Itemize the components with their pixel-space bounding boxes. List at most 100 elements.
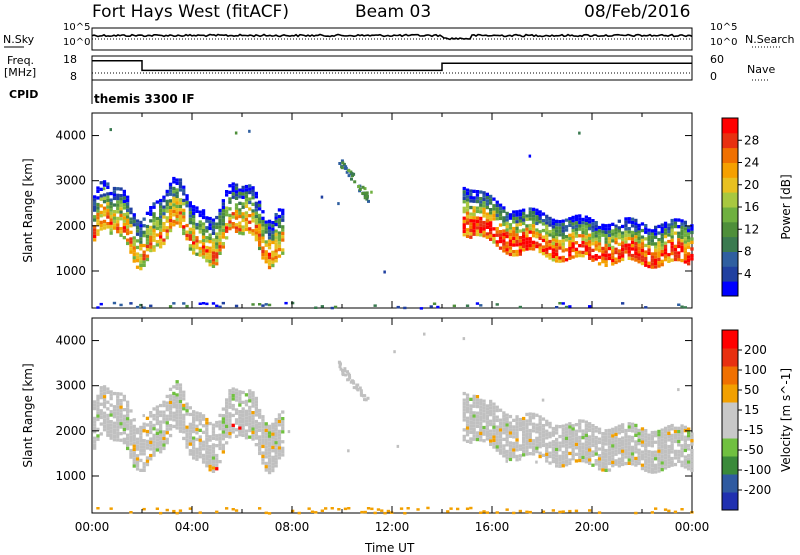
- velocity-cell: [149, 457, 153, 461]
- power-cell: [479, 216, 483, 221]
- power-cell: [673, 248, 678, 252]
- power-cell: [482, 201, 486, 205]
- power-cell: [205, 226, 209, 230]
- power-cell: [465, 198, 470, 202]
- power-cell: [614, 234, 618, 238]
- power-cell: [475, 232, 480, 237]
- velocity-cell: [650, 467, 654, 471]
- power-cell: [178, 188, 183, 192]
- power-cell: [109, 211, 113, 215]
- power-cell: [475, 209, 480, 214]
- nsearch-tick-top: 10^5: [710, 22, 738, 33]
- velocity-colorbar-swatch: [722, 384, 738, 403]
- power-cell: [558, 223, 562, 227]
- velocity-cell: [155, 408, 159, 412]
- velocity-cell: [178, 416, 183, 420]
- power-cell: [271, 237, 275, 241]
- power-colorbar-tick-label: 20: [744, 178, 759, 192]
- velocity-cell: [178, 423, 183, 427]
- velocity-cell: [188, 406, 192, 410]
- velocity-cell: [225, 434, 229, 438]
- velocity-cell: [102, 385, 107, 389]
- power-cell: [99, 220, 103, 224]
- power-cell: [132, 223, 136, 227]
- power-cell: [215, 215, 219, 220]
- power-cell: [551, 221, 555, 226]
- power-cell: [597, 229, 602, 233]
- velocity-cell: [274, 424, 278, 428]
- velocity-cell: [102, 401, 107, 405]
- power-cell: [601, 223, 605, 227]
- velocity-cell: [644, 458, 648, 462]
- power-cell: [469, 219, 473, 223]
- power-cell: [152, 245, 156, 249]
- velocity-cell: [644, 429, 648, 433]
- power-cell: [677, 244, 681, 249]
- velocity-patch-cell: [364, 398, 368, 402]
- power-cell: [165, 229, 169, 233]
- power-colorbar-swatch: [722, 266, 738, 282]
- power-cell: [561, 245, 565, 250]
- velocity-cell: [670, 456, 674, 461]
- velocity-cell: [96, 407, 100, 412]
- velocity-cell: [225, 408, 229, 412]
- velocity-cell: [614, 436, 618, 440]
- velocity-cell: [518, 454, 522, 458]
- power-cell: [667, 230, 671, 234]
- velocity-cell: [99, 422, 103, 426]
- velocity-cell: [578, 445, 582, 449]
- velocity-cell: [677, 453, 681, 457]
- power-cell: [185, 230, 189, 234]
- velocity-cell: [96, 434, 100, 438]
- station-title: Fort Hays West (fitACF): [92, 2, 289, 22]
- velocity-cell: [254, 433, 258, 437]
- velocity-cell: [680, 463, 684, 468]
- power-cell: [637, 260, 641, 264]
- velocity-cell: [512, 441, 516, 446]
- velocity-cell: [109, 420, 113, 424]
- velocity-colorbar-swatch: [722, 474, 738, 493]
- power-cell: [238, 221, 242, 225]
- power-cell: [195, 239, 199, 243]
- velocity-cell: [215, 420, 219, 425]
- velocity-cell: [564, 440, 569, 444]
- velocity-cell: [518, 444, 522, 448]
- velocity-cell: [551, 426, 555, 431]
- velocity-cell: [162, 403, 166, 408]
- power-cell: [574, 241, 579, 245]
- power-cell: [261, 236, 265, 240]
- velocity-cell: [687, 444, 691, 448]
- velocity-cell: [221, 433, 225, 438]
- velocity-cell: [178, 426, 183, 430]
- velocity-cell: [234, 388, 239, 392]
- velocity-cell: [630, 449, 635, 453]
- power-cell: [93, 218, 97, 222]
- power-patch-cell: [363, 191, 367, 195]
- velocity-colorbar-swatch: [722, 456, 738, 475]
- power-cell: [254, 238, 258, 242]
- velocity-cell: [531, 445, 536, 449]
- power-cell: [254, 205, 258, 209]
- velocity-patch-cell: [343, 369, 346, 373]
- power-near-range-cell: [182, 302, 186, 305]
- power-cell: [551, 238, 555, 242]
- power-cell: [627, 250, 631, 254]
- velocity-cell: [168, 427, 173, 431]
- power-cell: [594, 221, 598, 225]
- power-cell: [465, 221, 470, 225]
- power-near-range-cell: [419, 307, 423, 310]
- power-cell: [531, 217, 536, 221]
- power-cell: [640, 238, 645, 243]
- velocity-near-range-cell: [234, 509, 239, 512]
- power-cell: [132, 216, 136, 220]
- velocity-cell: [489, 419, 493, 423]
- velocity-sporadic-cell: [525, 434, 528, 438]
- velocity-cell: [574, 442, 579, 447]
- power-cell: [512, 250, 516, 254]
- power-cell: [119, 203, 123, 208]
- velocity-cell: [581, 455, 585, 460]
- power-cell: [482, 230, 486, 235]
- power-cell: [555, 223, 559, 227]
- power-cell: [660, 239, 664, 244]
- power-cell: [274, 222, 278, 227]
